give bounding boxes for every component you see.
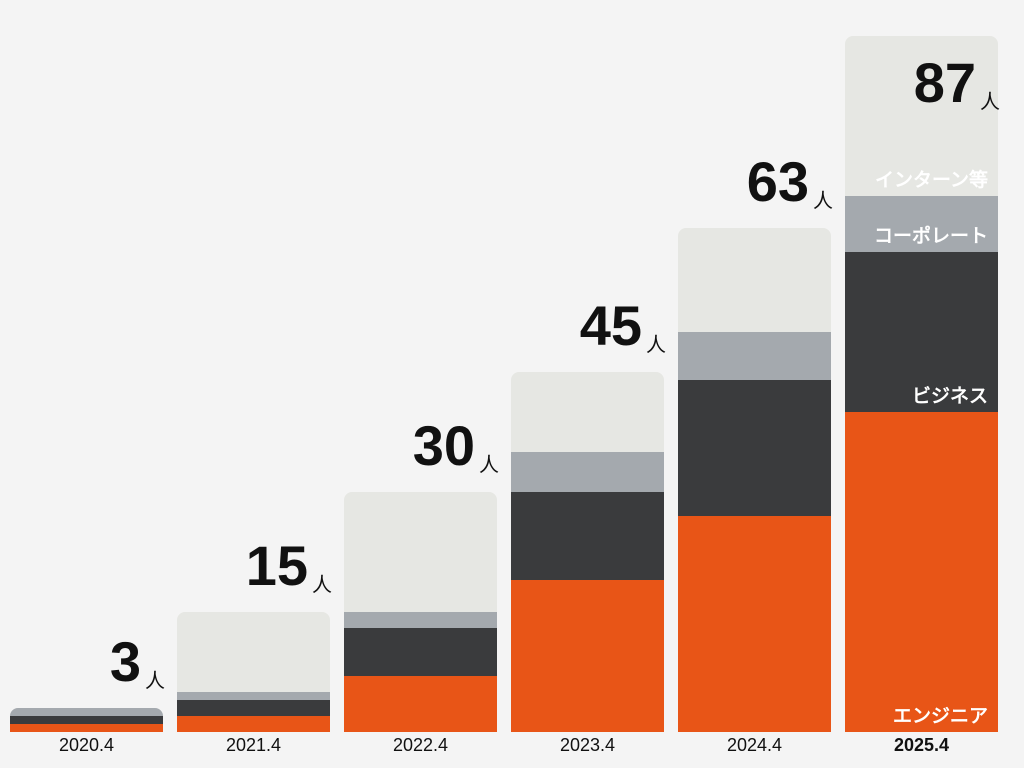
bar-segment — [177, 700, 330, 716]
bar-segment — [845, 412, 998, 732]
bar-segment — [678, 380, 831, 516]
bar-segment — [678, 516, 831, 732]
x-tick-label: 2023.4 — [560, 735, 615, 755]
total-unit: 人 — [813, 189, 833, 212]
bar-segment — [344, 628, 497, 676]
bar-segment — [10, 724, 163, 732]
bar-segment — [845, 196, 998, 252]
total-label: 87 — [914, 51, 976, 114]
series-label: ビジネス — [912, 385, 988, 407]
series-label: エンジニア — [893, 706, 988, 727]
total-label: 15 — [246, 534, 308, 597]
total-unit: 人 — [980, 90, 1000, 113]
total-unit: 人 — [479, 453, 499, 476]
bar-group — [845, 36, 998, 732]
series-label: コーポレート — [874, 224, 988, 247]
bar-segment — [344, 612, 497, 628]
x-tick-label: 2020.4 — [59, 735, 114, 755]
bar-segment — [511, 580, 664, 732]
bar-segment — [10, 708, 163, 716]
x-tick-label: 2021.4 — [226, 735, 281, 755]
bar-segment — [678, 332, 831, 380]
total-unit: 人 — [646, 333, 666, 356]
bar-segment — [511, 372, 664, 452]
bar-segment — [177, 692, 330, 700]
bar-group — [177, 612, 330, 732]
bar-segment — [678, 228, 831, 332]
bar-group — [678, 228, 831, 732]
bar-segment — [177, 612, 330, 692]
bar-group — [344, 492, 497, 732]
bar-segment — [845, 36, 998, 196]
total-label: 30 — [413, 414, 475, 477]
bar-segment — [511, 452, 664, 492]
bar-group — [511, 372, 664, 732]
total-label: 3 — [110, 630, 141, 693]
total-unit: 人 — [145, 669, 165, 692]
bar-group — [10, 708, 163, 732]
bar-segment — [344, 492, 497, 612]
bar-segment — [177, 716, 330, 732]
bar-segment — [344, 676, 497, 732]
total-label: 45 — [580, 294, 642, 357]
bar-segment — [845, 252, 998, 412]
bar-segment — [10, 716, 163, 724]
bar-segment — [511, 492, 664, 580]
series-label: インターン等 — [875, 168, 988, 191]
total-unit: 人 — [312, 573, 332, 596]
x-tick-label: 2022.4 — [393, 735, 448, 755]
x-tick-label: 2025.4 — [894, 735, 949, 755]
total-label: 63 — [747, 150, 809, 213]
x-tick-label: 2024.4 — [727, 735, 782, 755]
